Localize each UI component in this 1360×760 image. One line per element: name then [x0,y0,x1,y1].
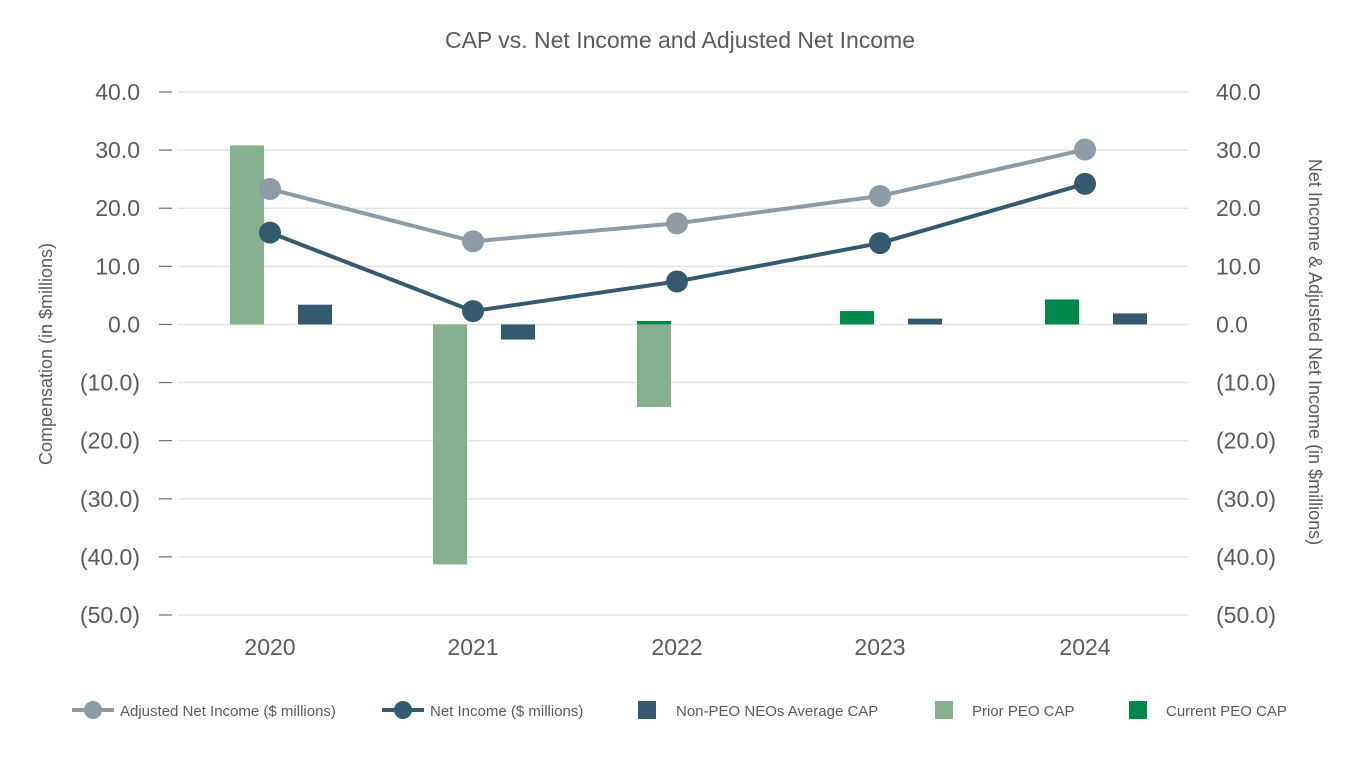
y-tick-label-left: 20.0 [95,195,140,221]
y-tick-label-right: (50.0) [1216,602,1276,628]
y-tick-label-left: (10.0) [80,370,140,396]
data-point [1074,172,1096,195]
chart-title: CAP vs. Net Income and Adjusted Net Inco… [445,27,915,53]
data-point [462,300,484,323]
bar [298,304,332,325]
y-tick-label-right: 20.0 [1216,195,1261,221]
legend-marker [394,701,412,719]
data-point [259,178,281,201]
y-tick-label-left: (20.0) [80,428,140,454]
legend-box-swatch [638,701,656,719]
y-tick-label-left: 30.0 [95,137,140,163]
legend-label: Adjusted Net Income ($ millions) [120,703,336,720]
legend-box-swatch [935,701,953,719]
bar [637,324,671,407]
line-marks [259,138,1096,323]
legend-marker [84,701,102,719]
y-tick-label-left: (30.0) [80,486,140,512]
data-point [259,221,281,244]
gridlines [178,91,1188,616]
y-tick-label-left: (50.0) [80,602,140,628]
bar [637,320,671,325]
bar [840,311,874,325]
y-tick-label-right: 40.0 [1216,79,1261,105]
legend-label: Current PEO CAP [1166,703,1287,720]
y-tick-label-right: (20.0) [1216,428,1276,454]
bar [433,324,467,565]
y-tick-label-right: (10.0) [1216,370,1276,396]
data-point [1074,138,1096,161]
y-axis-right-title: Net Income & Adjusted Net Income (in $mi… [1305,159,1325,545]
legend-label: Prior PEO CAP [972,703,1075,720]
y-axis-left-title: Compensation (in $millions) [36,243,56,465]
y-tick-label-right: (40.0) [1216,544,1276,570]
x-tick-label: 2024 [1059,634,1110,660]
data-point [462,230,484,253]
y-tick-label-right: (30.0) [1216,486,1276,512]
x-tick-label: 2023 [854,634,905,660]
bar [230,145,264,325]
y-tick-label-left: 40.0 [95,79,140,105]
bar [1045,299,1079,325]
legend-label: Net Income ($ millions) [430,703,583,720]
bar [1113,313,1147,325]
bar [501,324,535,340]
y-tick-label-right: 10.0 [1216,253,1261,279]
axes: 40.0 40.0 30.0 30.0 20.0 20.0 10.0 10.0 0.0 0.0 (1… [80,79,1276,660]
y-tick-label-left: 0.0 [108,311,140,337]
y-tick-label-right: 0.0 [1216,311,1248,337]
x-tick-label: 2022 [651,634,702,660]
x-tick-label: 2021 [447,634,498,660]
bar [908,318,942,325]
y-tick-label-left: (40.0) [80,544,140,570]
data-point [869,185,891,208]
y-tick-label-right: 30.0 [1216,137,1261,163]
data-point [666,212,688,235]
data-point [666,270,688,293]
legend-label: Non-PEO NEOs Average CAP [676,703,878,720]
data-point [869,232,891,255]
bar-marks [230,145,1147,565]
legend-box-swatch [1129,701,1147,719]
legend: Adjusted Net Income ($ millions) Net Inco… [72,701,1287,720]
x-tick-label: 2020 [244,634,295,660]
y-tick-label-left: 10.0 [95,253,140,279]
